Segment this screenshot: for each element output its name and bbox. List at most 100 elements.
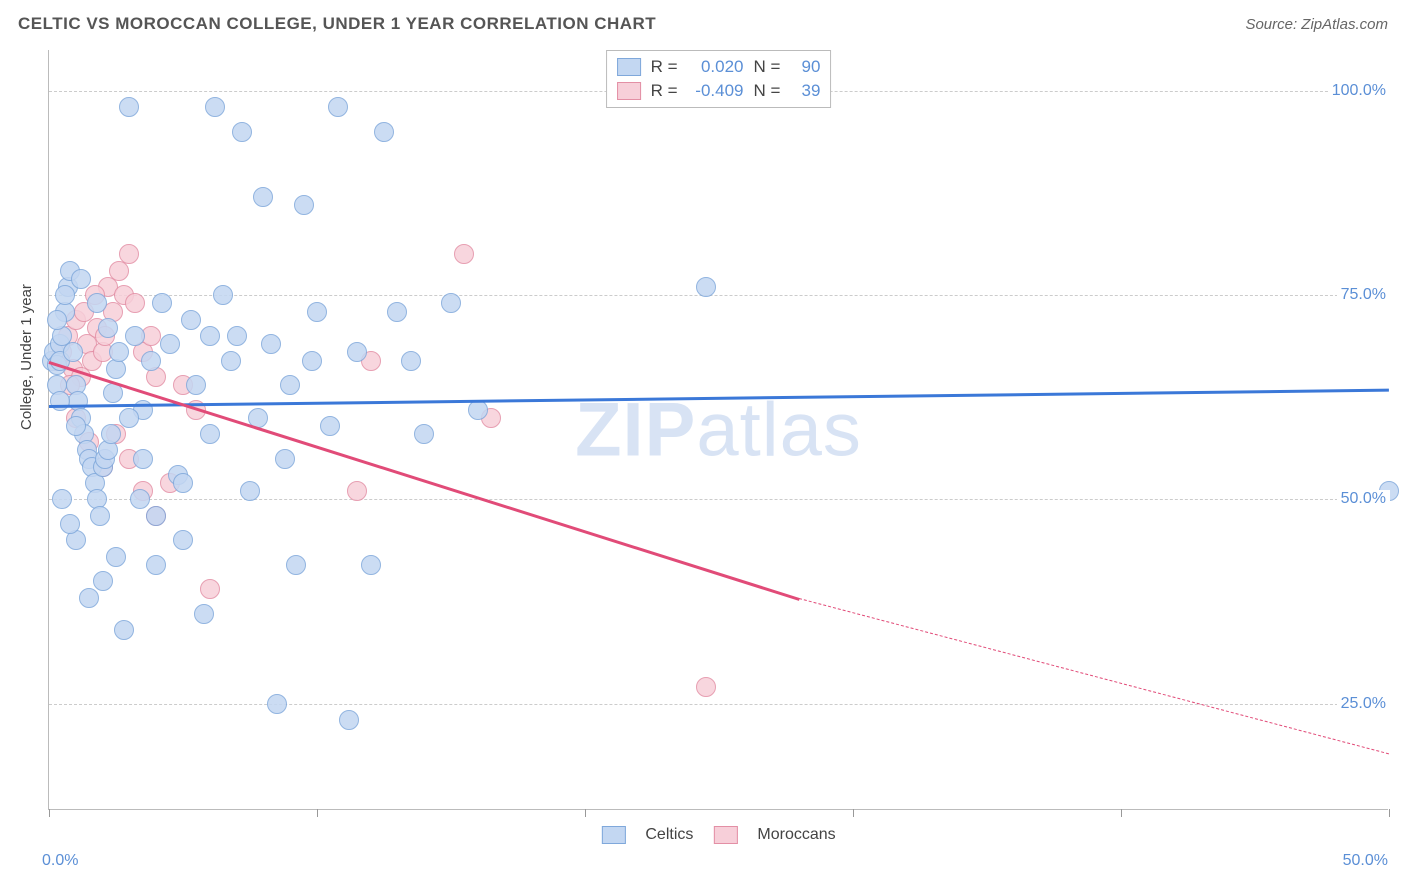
data-point [71,269,91,289]
data-point [160,334,180,354]
data-point [441,293,461,313]
data-point [109,342,129,362]
x-axis-max-label: 50.0% [1343,852,1388,870]
data-point [133,449,153,469]
data-point [66,416,86,436]
data-point [119,244,139,264]
legend-row: R = -0.409 N = 39 [617,79,821,103]
data-point [347,342,367,362]
data-point [119,97,139,117]
data-point [374,122,394,142]
data-point [98,318,118,338]
x-tick [853,809,854,817]
data-point [280,375,300,395]
chart-title: CELTIC VS MOROCCAN COLLEGE, UNDER 1 YEAR… [18,14,656,34]
legend-series-label: Celtics [645,826,693,844]
data-point [696,277,716,297]
x-tick [585,809,586,817]
chart-source: Source: ZipAtlas.com [1245,16,1388,33]
legend-swatch [617,82,641,100]
data-point [79,588,99,608]
data-point [205,97,225,117]
gridline [49,704,1388,705]
data-point [347,481,367,501]
data-point [221,351,241,371]
trend-line-extrapolated [799,598,1389,754]
legend-r-value: -0.409 [688,81,744,101]
data-point [267,694,287,714]
data-point [63,342,83,362]
data-point [275,449,295,469]
data-point [339,710,359,730]
data-point [181,310,201,330]
correlation-legend: R =0.020N =90R =-0.409N =39 [606,50,832,108]
y-tick-label: 50.0% [1337,490,1390,508]
x-tick [49,809,50,817]
data-point [125,326,145,346]
data-point [106,547,126,567]
x-tick [317,809,318,817]
legend-n-label: N = [754,81,781,101]
y-tick-label: 75.0% [1337,286,1390,304]
data-point [401,351,421,371]
legend-swatch [713,826,737,844]
data-point [213,285,233,305]
legend-swatch [601,826,625,844]
data-point [200,326,220,346]
legend-n-label: N = [754,57,781,77]
data-point [200,579,220,599]
data-point [47,310,67,330]
data-point [152,293,172,313]
data-point [194,604,214,624]
data-point [101,424,121,444]
y-tick-label: 25.0% [1337,695,1390,713]
data-point [52,489,72,509]
data-point [173,473,193,493]
data-point [173,530,193,550]
watermark-light: atlas [696,387,862,472]
y-tick-label: 100.0% [1328,82,1390,100]
legend-r-label: R = [651,81,678,101]
data-point [454,244,474,264]
data-point [253,187,273,207]
legend-r-value: 0.020 [688,57,744,77]
gridline [49,295,1388,296]
data-point [696,677,716,697]
series-legend: CelticsMoroccans [601,826,835,844]
data-point [414,424,434,444]
data-point [302,351,322,371]
legend-n-value: 39 [790,81,820,101]
legend-r-label: R = [651,57,678,77]
data-point [93,571,113,591]
data-point [50,391,70,411]
data-point [200,424,220,444]
data-point [240,481,260,501]
legend-swatch [617,58,641,76]
data-point [328,97,348,117]
data-point [130,489,150,509]
data-point [186,375,206,395]
data-point [286,555,306,575]
data-point [114,620,134,640]
scatter-plot-area: ZIPatlas R =0.020N =90R =-0.409N =39 Cel… [48,50,1388,810]
data-point [387,302,407,322]
data-point [294,195,314,215]
data-point [361,555,381,575]
data-point [146,506,166,526]
legend-row: R =0.020N =90 [617,55,821,79]
data-point [55,285,75,305]
data-point [141,351,161,371]
y-axis-label: College, Under 1 year [18,284,35,430]
data-point [90,506,110,526]
x-tick [1389,809,1390,817]
data-point [468,400,488,420]
chart-header: CELTIC VS MOROCCAN COLLEGE, UNDER 1 YEAR… [0,0,1406,42]
data-point [261,334,281,354]
data-point [125,293,145,313]
x-tick [1121,809,1122,817]
x-axis-min-label: 0.0% [42,852,78,870]
data-point [307,302,327,322]
data-point [146,555,166,575]
data-point [320,416,340,436]
data-point [87,293,107,313]
